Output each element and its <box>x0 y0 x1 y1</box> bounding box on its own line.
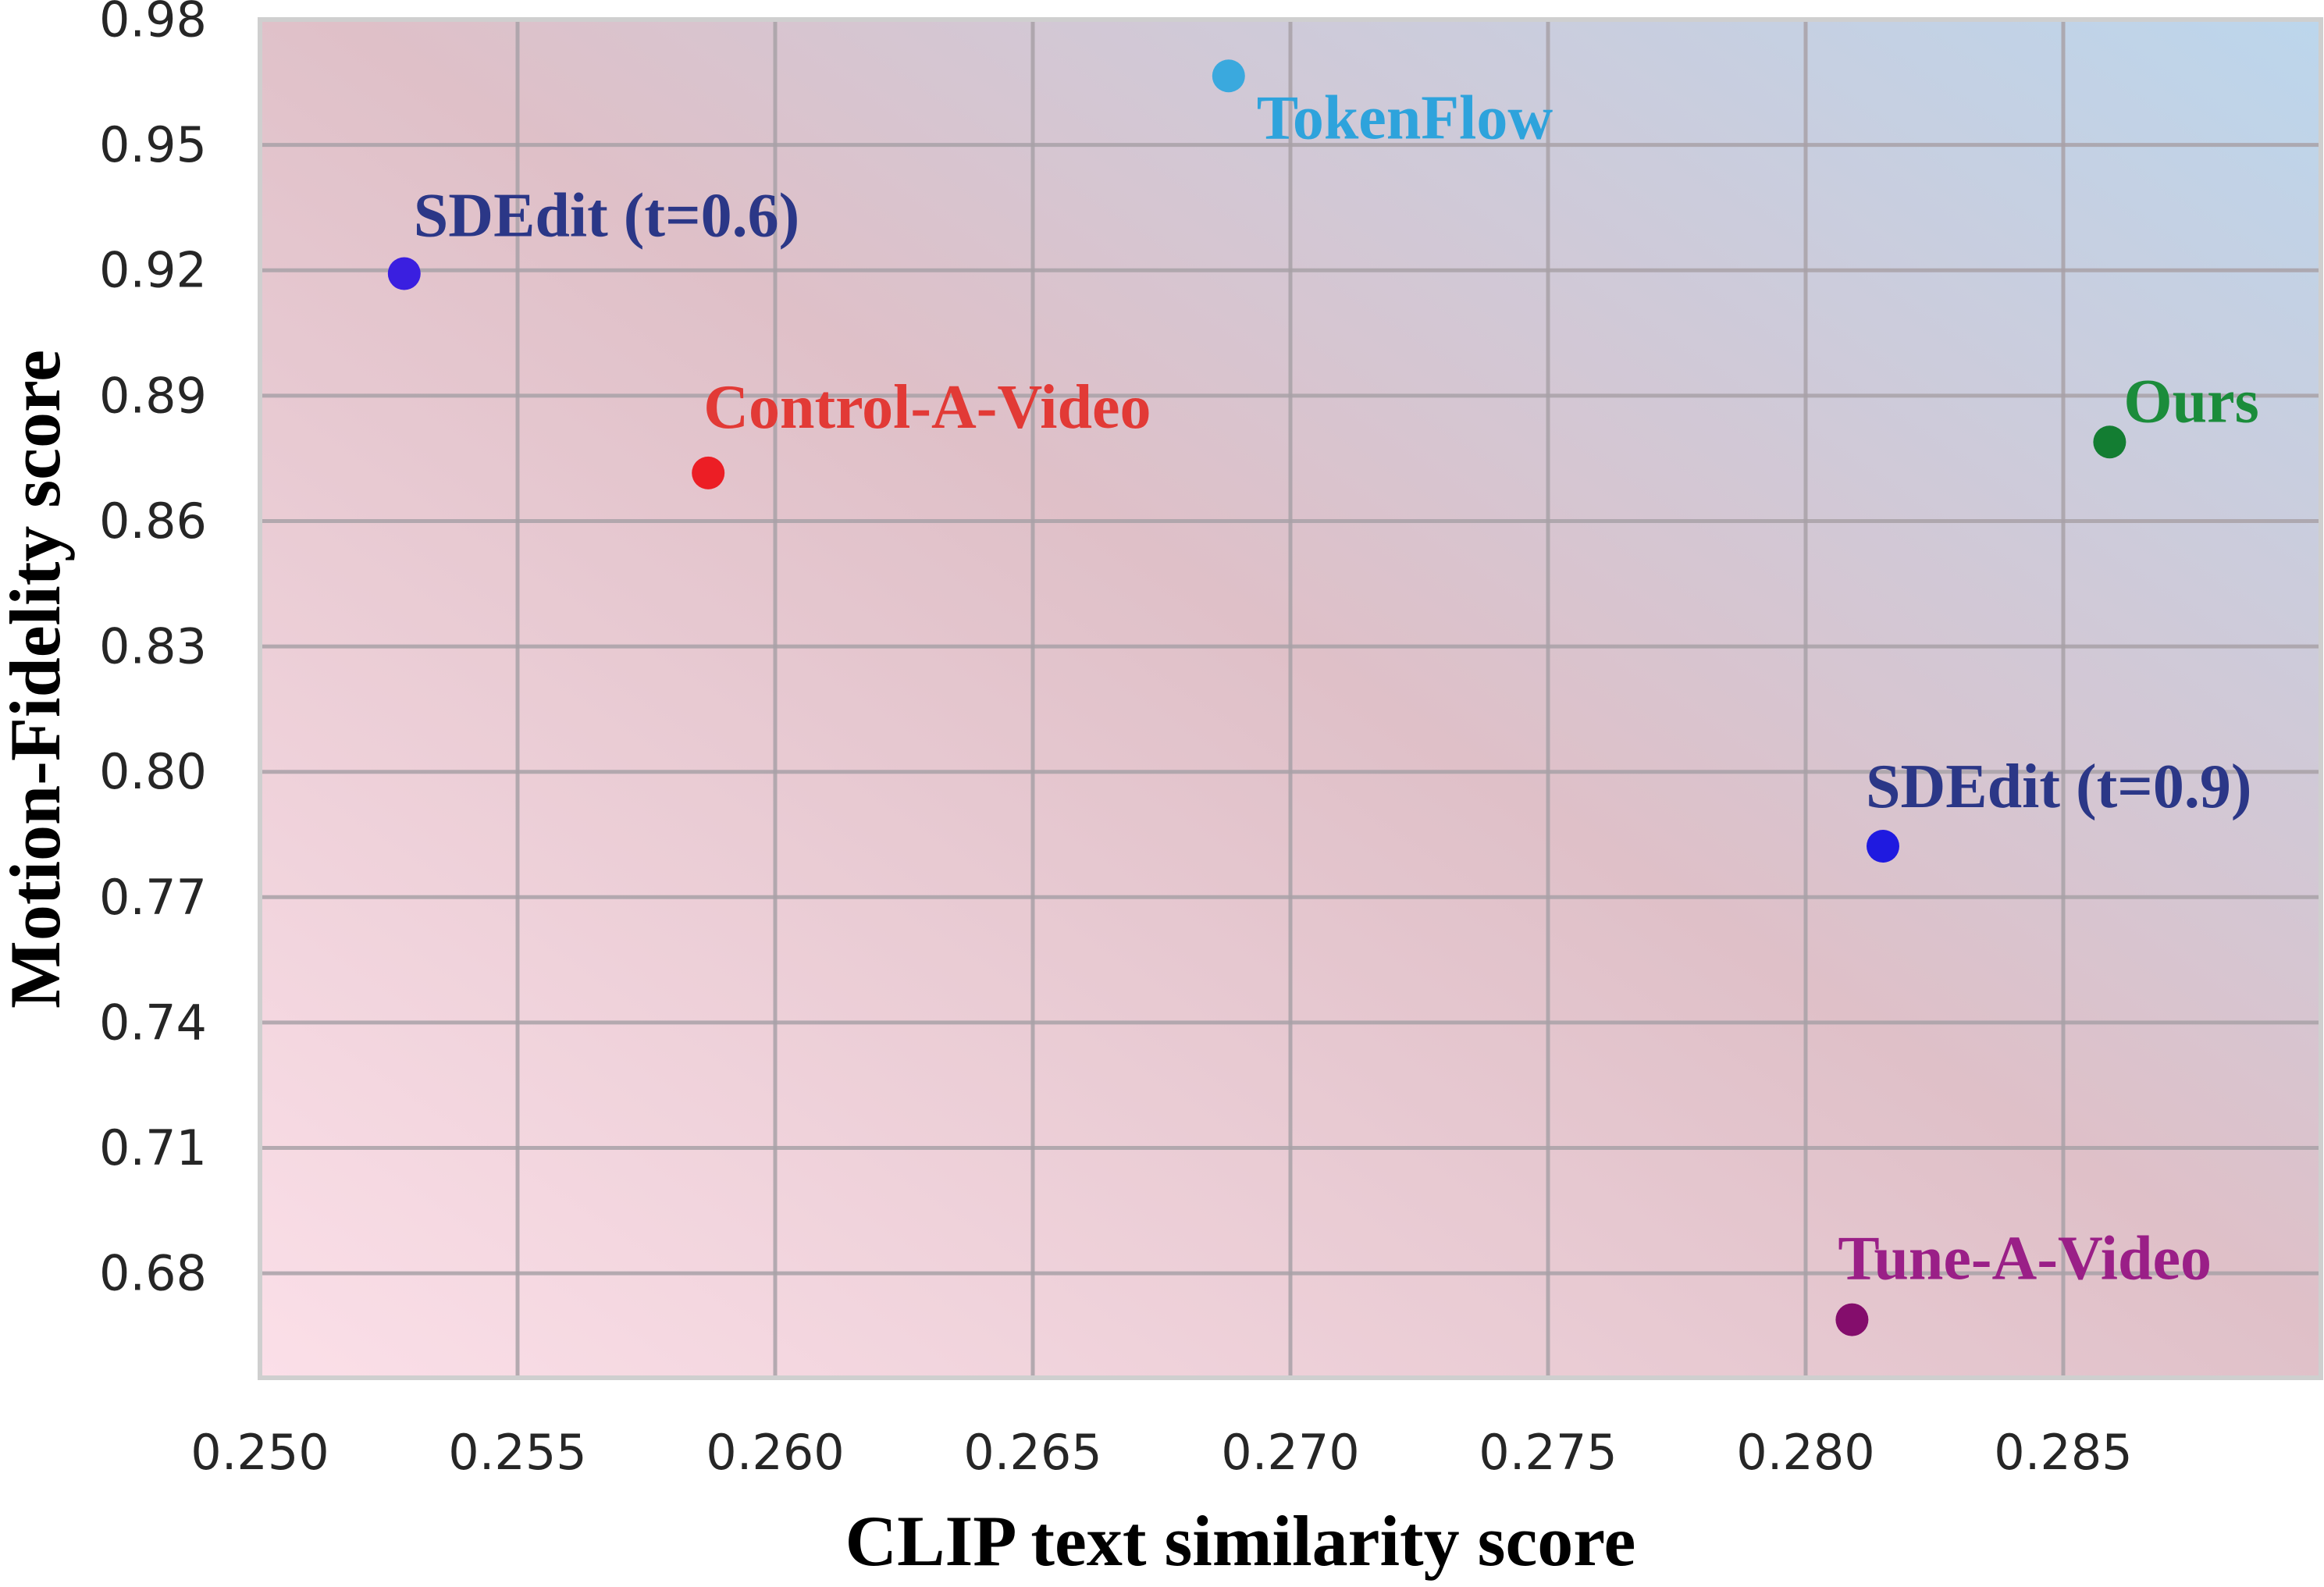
y-tick-label: 0.95 <box>99 116 207 173</box>
y-axis-tick-labels: 0.68 0.71 0.74 0.77 0.80 0.83 0.86 0.89 0.92 0.95… <box>99 0 207 1302</box>
y-tick-label: 0.74 <box>99 994 207 1051</box>
data-label-control-a-video: Control-A-Video <box>703 373 1151 442</box>
data-label-ours: Ours <box>2123 367 2258 436</box>
data-label-sdedit-t-0-6: SDEdit (t=0.6) <box>414 182 800 251</box>
y-tick-label: 0.92 <box>99 242 207 299</box>
x-tick-label: 0.250 <box>190 1424 329 1481</box>
data-point-sdedit-t-0-6 <box>387 257 421 290</box>
data-point-sdedit-t-0-9 <box>1867 829 1899 863</box>
data-point-control-a-video <box>692 456 725 489</box>
y-tick-label: 0.89 <box>99 367 207 424</box>
data-point-tokenflow <box>1212 59 1245 93</box>
data-point-ours <box>2093 425 2126 459</box>
data-point-tune-a-video <box>1835 1303 1869 1336</box>
x-tick-label: 0.260 <box>706 1424 845 1481</box>
y-tick-label: 0.77 <box>99 869 207 926</box>
data-points: TokenFlow SDEdit (t=0.6) Control-A-Video Ou… <box>387 59 2259 1336</box>
data-label-tune-a-video: Tune-A-Video <box>1838 1225 2212 1293</box>
y-tick-label: 0.98 <box>99 0 207 48</box>
data-label-tokenflow: TokenFlow <box>1257 84 1553 152</box>
x-tick-label: 0.285 <box>1994 1424 2133 1481</box>
y-tick-label: 0.71 <box>99 1119 207 1176</box>
y-tick-label: 0.80 <box>99 743 207 800</box>
x-tick-label: 0.265 <box>963 1424 1102 1481</box>
y-tick-label: 0.83 <box>99 618 207 675</box>
plot-frame <box>258 17 2323 1380</box>
x-axis-tick-labels: 0.250 0.255 0.260 0.265 0.270 0.275 0.280 0.285 <box>190 1424 2133 1481</box>
y-tick-label: 0.68 <box>99 1245 207 1302</box>
x-axis-title: CLIP text similarity score <box>845 1501 1636 1581</box>
x-tick-label: 0.270 <box>1221 1424 1360 1481</box>
y-tick-label: 0.86 <box>99 493 207 550</box>
y-axis-title: Motion-Fidelity score <box>0 350 75 1009</box>
x-tick-label: 0.255 <box>448 1424 587 1481</box>
x-tick-label: 0.280 <box>1736 1424 1875 1481</box>
data-label-sdedit-t-0-9: SDEdit (t=0.9) <box>1866 753 2252 821</box>
x-tick-label: 0.275 <box>1479 1424 1618 1481</box>
